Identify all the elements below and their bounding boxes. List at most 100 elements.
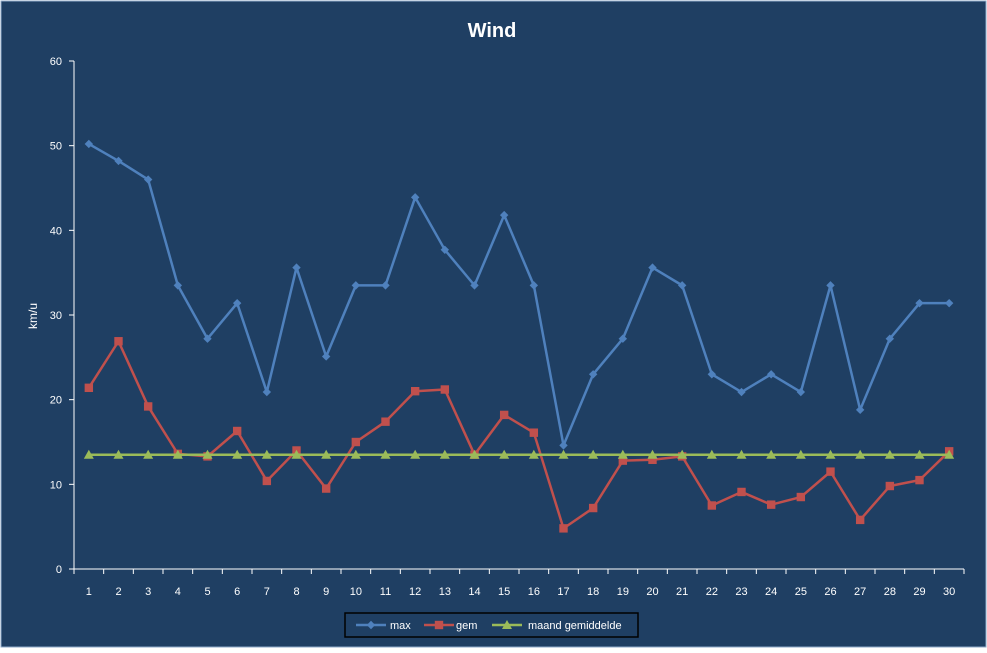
data-point <box>351 437 361 447</box>
data-point <box>172 449 183 459</box>
data-point <box>855 449 866 459</box>
x-tick-label: 23 <box>735 586 747 598</box>
data-point <box>826 467 835 476</box>
data-point <box>410 449 421 459</box>
x-tick-label: 14 <box>468 586 480 598</box>
data-point <box>885 334 895 343</box>
data-point <box>321 484 331 493</box>
data-point <box>262 476 272 486</box>
data-point <box>499 449 510 459</box>
y-tick-label: 0 <box>56 564 62 576</box>
series-group <box>83 139 955 533</box>
data-point <box>203 334 212 343</box>
data-point <box>84 383 94 393</box>
data-point <box>677 281 687 290</box>
data-point <box>618 334 628 343</box>
data-point <box>381 281 390 290</box>
data-point <box>292 263 301 272</box>
data-point <box>114 156 123 166</box>
legend-label: maand gemiddelde <box>528 620 622 632</box>
data-point <box>588 449 599 459</box>
data-point <box>648 455 657 464</box>
data-point <box>499 410 509 420</box>
data-point <box>766 500 776 509</box>
x-tick-label: 1 <box>86 586 92 598</box>
x-tick-label: 24 <box>765 586 777 598</box>
data-point <box>826 281 835 290</box>
x-tick-label: 16 <box>528 586 540 598</box>
x-tick-label: 8 <box>293 586 299 598</box>
x-tick-label: 18 <box>587 586 599 598</box>
x-tick-label: 19 <box>617 586 629 598</box>
x-tick-label: 30 <box>943 586 955 598</box>
data-point <box>232 449 243 459</box>
y-tick-label: 50 <box>50 141 62 153</box>
data-point <box>737 387 746 397</box>
data-point <box>114 337 123 346</box>
data-point <box>588 503 598 513</box>
data-point <box>647 449 658 459</box>
data-point <box>410 193 420 202</box>
data-point <box>83 449 94 459</box>
x-tick-label: 21 <box>676 586 688 598</box>
data-point <box>885 481 895 491</box>
data-point <box>915 475 924 485</box>
data-point <box>588 370 598 379</box>
legend-marker <box>502 620 512 629</box>
data-point <box>321 449 332 459</box>
x-tick-label: 20 <box>646 586 658 598</box>
data-point <box>469 449 480 459</box>
series-line <box>87 339 951 530</box>
data-point <box>766 370 776 379</box>
data-point <box>736 449 747 459</box>
data-point <box>706 449 717 459</box>
data-point <box>321 352 331 361</box>
x-tick-label: 4 <box>175 586 181 598</box>
data-point <box>915 298 924 308</box>
y-axis-title: km/u <box>26 303 40 329</box>
data-point <box>84 139 94 149</box>
data-point <box>825 449 836 459</box>
data-point <box>707 501 717 510</box>
data-point <box>617 449 628 459</box>
data-point <box>351 281 361 290</box>
x-tick-label: 6 <box>234 586 240 598</box>
x-tick-label: 2 <box>115 586 121 598</box>
data-point <box>143 402 153 411</box>
data-point <box>529 281 539 290</box>
series-2 <box>83 449 955 459</box>
x-tick-label: 13 <box>439 586 451 598</box>
data-point <box>202 449 213 459</box>
data-point <box>559 524 568 533</box>
data-point <box>380 449 391 459</box>
legend: max gem maand gemiddelde <box>344 612 639 638</box>
data-point <box>499 210 509 220</box>
data-point <box>470 281 479 290</box>
data-point <box>410 387 420 396</box>
data-point <box>796 387 806 397</box>
x-tick-label: 11 <box>380 586 391 598</box>
x-tick-label: 26 <box>824 586 836 598</box>
data-point <box>737 487 746 497</box>
x-tick-label: 9 <box>323 586 329 598</box>
x-tick-label: 25 <box>795 586 807 598</box>
data-point <box>529 428 539 437</box>
y-tick-label: 60 <box>50 56 62 68</box>
data-point <box>113 449 124 459</box>
data-point <box>232 298 242 308</box>
data-point <box>618 456 628 465</box>
data-point <box>648 263 657 272</box>
y-tick-label: 20 <box>50 395 62 407</box>
data-point <box>350 449 361 459</box>
data-point <box>440 385 450 394</box>
legend-marker <box>434 620 444 630</box>
data-point <box>291 449 302 459</box>
x-tick-label: 3 <box>145 586 151 598</box>
data-point <box>381 417 390 426</box>
data-point <box>143 175 153 184</box>
series-line <box>88 142 950 447</box>
